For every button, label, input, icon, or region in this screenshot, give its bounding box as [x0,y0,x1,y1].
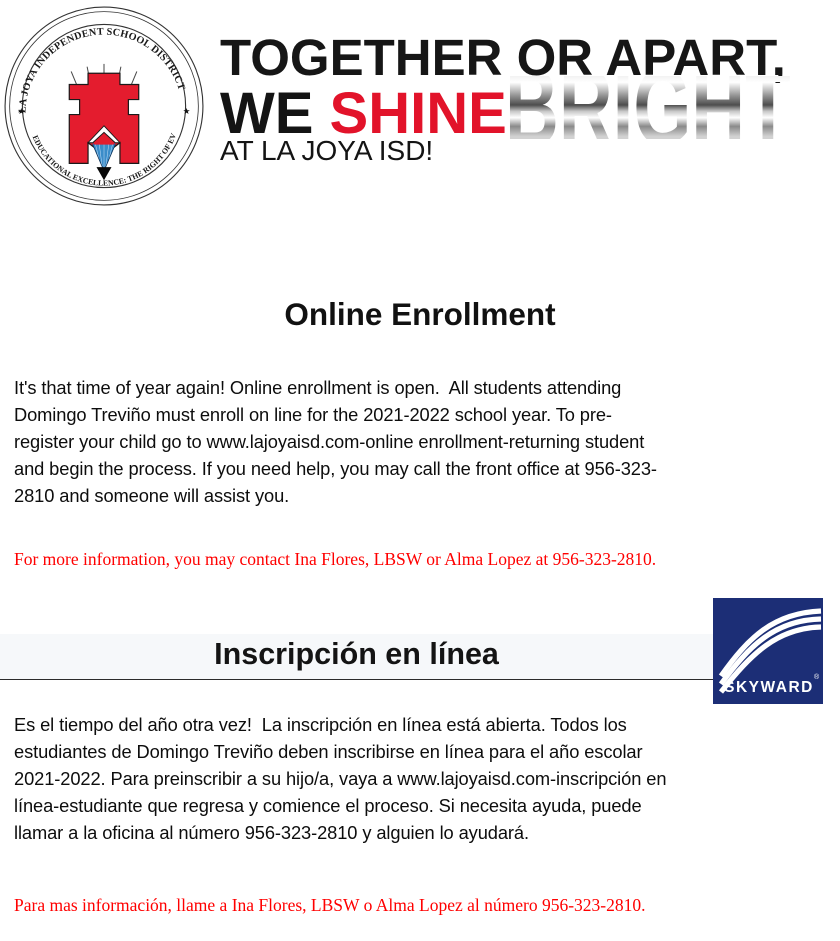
svg-text:★: ★ [183,106,191,116]
svg-text:★: ★ [17,106,25,116]
svg-text:SKYWARD: SKYWARD [724,679,814,696]
svg-text:®: ® [814,673,820,681]
